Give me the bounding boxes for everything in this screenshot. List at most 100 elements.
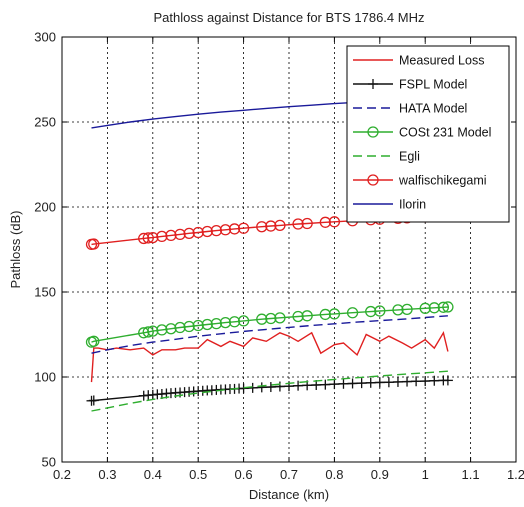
data-point [401,303,413,315]
series-4 [91,370,448,412]
legend-marker [367,126,379,138]
data-point [347,378,358,389]
data-point [265,312,277,325]
data-point [320,379,331,390]
data-point [442,375,453,386]
data-point [365,377,376,388]
data-point [165,229,177,242]
data-point [429,375,440,386]
y-tick-label: 200 [34,200,56,215]
legend-label: Egli [399,150,420,164]
legend: Measured Loss FSPL Model HATA Model COSt 23… [346,45,510,223]
chart-title: Pathloss against Distance for BTS 1786.4… [154,10,425,25]
x-tick-label: 0.3 [98,467,116,482]
data-point [328,308,341,320]
data-point [88,238,100,250]
y-tick-label: 250 [34,115,56,130]
data-point [437,301,450,313]
axis-ticks: 0.2 0.3 0.4 0.5 0.6 0.7 0.8 0.9 1 1.1 1.2 50 100 150 2… [34,30,524,483]
data-point [365,305,377,318]
data-point [256,221,268,233]
data-point [356,378,367,389]
data-point [274,312,286,324]
data-point [210,317,223,330]
data-point [319,308,331,321]
data-point [265,220,277,232]
data-point [88,335,100,347]
data-point [383,377,394,388]
y-tick-label: 100 [34,370,56,385]
x-tick-label: 0.2 [53,467,71,482]
data-point [301,217,313,230]
data-point [183,227,195,240]
data-point [346,307,359,319]
data-point [165,323,177,335]
data-point [292,218,304,230]
data-point [256,313,268,325]
data-point [147,325,159,337]
data-point [147,231,159,244]
data-point [237,222,250,234]
data-point [402,376,413,387]
legend-item: Egli [353,150,420,164]
x-tick-label: 0.4 [144,467,162,482]
data-point [265,382,276,393]
data-point [156,230,168,243]
legend-marker [367,174,379,186]
data-point [219,316,232,329]
x-tick-label: 0.9 [371,467,389,482]
y-axis-title: Pathloss (dB) [8,210,23,288]
series-line [90,330,449,383]
data-point [411,376,422,387]
legend-item: HATA Model [353,102,467,116]
data-point [274,219,286,232]
x-tick-label: 1 [422,467,429,482]
legend-marker [368,79,378,89]
data-point [338,378,349,389]
legend-label: COSt 231 Model [399,126,491,140]
data-point [247,382,258,393]
data-point [201,225,213,238]
data-point [237,315,250,327]
data-point [311,379,322,390]
data-point [238,383,249,394]
data-point [228,316,241,328]
x-tick-label: 1.2 [507,467,524,482]
data-point [293,380,304,391]
series-0 [90,330,449,383]
legend-item: Ilorin [353,198,426,212]
data-point [329,379,340,390]
data-point [183,320,195,333]
data-point [256,382,267,393]
data-point [374,305,386,317]
series-line [91,379,448,402]
series-3 [85,301,454,348]
data-point [142,232,154,244]
data-point [174,228,186,241]
legend-label: walfischikegami [398,174,487,188]
series-line [91,370,448,412]
x-tick-label: 0.8 [325,467,343,482]
series-2 [91,315,448,354]
data-point [156,324,168,336]
series-1 [86,375,453,406]
x-tick-label: 1.1 [462,467,480,482]
data-point [210,224,223,237]
x-tick-label: 0.6 [235,467,253,482]
data-point [319,216,331,228]
legend-item: FSPL Model [353,78,467,92]
data-point [428,302,440,314]
data-point [192,226,204,239]
y-tick-label: 300 [34,30,56,45]
data-point [419,302,431,314]
y-tick-label: 50 [42,455,56,470]
data-point [192,319,204,332]
data-point [174,321,186,334]
series-line [91,315,448,354]
series-line [91,306,448,343]
data-point [228,223,241,235]
data-point [420,376,431,387]
x-tick-label: 0.5 [189,467,207,482]
